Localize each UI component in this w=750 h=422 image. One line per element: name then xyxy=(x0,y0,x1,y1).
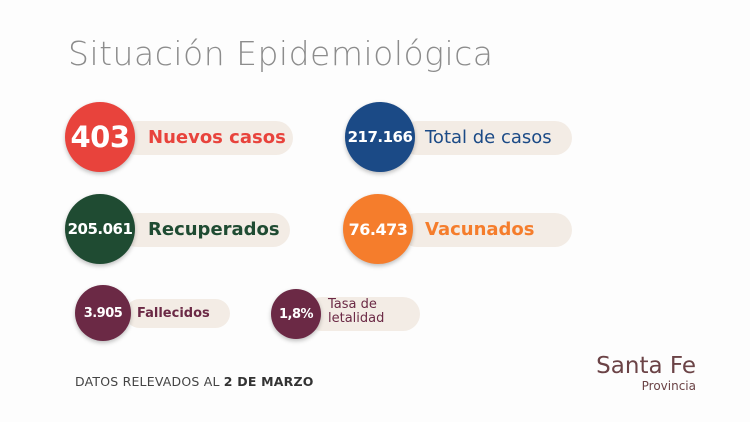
footer-note: DATOS RELEVADOS AL 2 DE MARZO xyxy=(75,374,314,389)
stat-circle-total-casos: 217.166 xyxy=(345,102,415,172)
santa-fe-logo: Santa Fe Provincia xyxy=(590,353,696,393)
stat-circle-vacunados: 76.473 xyxy=(343,194,413,264)
stat-pill xyxy=(120,121,293,155)
stat-circle-recuperados: 205.061 xyxy=(65,194,135,264)
logo-name: Santa Fe xyxy=(596,353,696,379)
stat-circle-letalidad: 1,8% xyxy=(271,289,321,339)
logo-subtitle: Provincia xyxy=(641,379,696,393)
footer-date: 2 DE MARZO xyxy=(223,374,314,389)
stat-circle-fallecidos: 3.905 xyxy=(75,285,131,341)
stat-label-letalidad-line2: letalidad xyxy=(328,311,385,326)
footer-prefix: DATOS RELEVADOS AL xyxy=(75,374,220,389)
stat-pill xyxy=(125,299,230,328)
stat-label-letalidad: Tasa de letalidad xyxy=(328,298,384,326)
stat-pill xyxy=(400,121,572,155)
stat-label-letalidad-line1: Tasa de xyxy=(328,297,377,312)
stat-pill xyxy=(400,213,572,247)
stat-label-vacunados: Vacunados xyxy=(425,219,535,240)
stat-label-total-casos: Total de casos xyxy=(425,127,552,148)
stat-pill xyxy=(120,213,290,247)
stat-pill xyxy=(305,297,420,331)
stat-label-fallecidos: Fallecidos xyxy=(137,306,210,321)
stat-circle-nuevos-casos: 403 xyxy=(65,102,135,172)
stat-label-recuperados: Recuperados xyxy=(148,219,280,240)
page-title: Situación Epidemiológica xyxy=(68,34,494,73)
stat-label-nuevos-casos: Nuevos casos xyxy=(148,127,286,148)
